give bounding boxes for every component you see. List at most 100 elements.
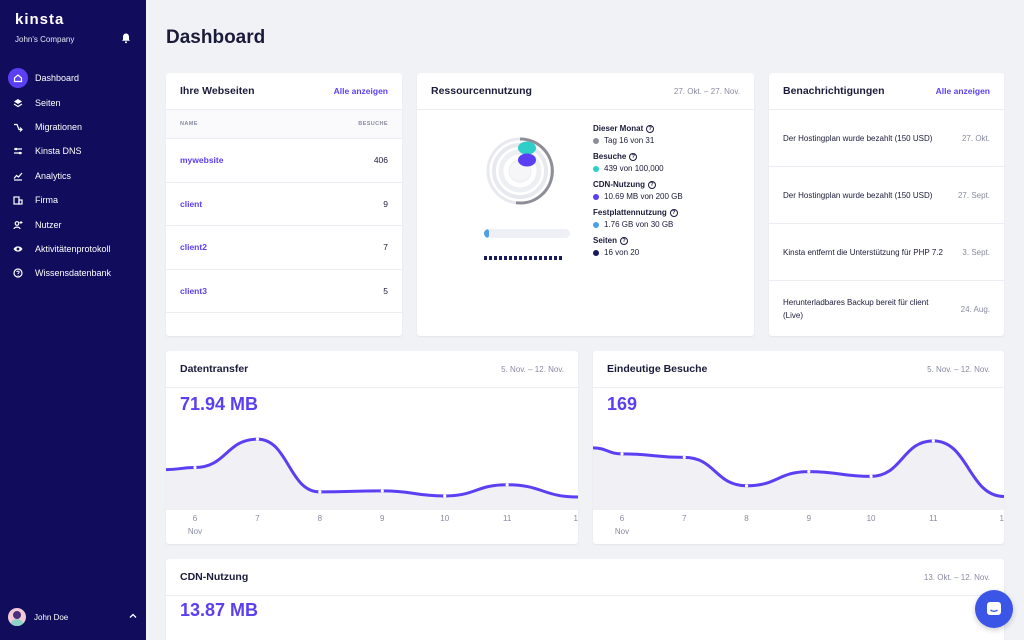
page-usage-segment <box>529 256 532 260</box>
chart-data-point <box>931 439 935 443</box>
resource-value: 16 von 20 <box>604 248 640 257</box>
unique-visits-card-header: Eindeutige Besuche 5. Nov. – 12. Nov. <box>593 351 1004 388</box>
x-tick-label: 7 <box>242 514 272 523</box>
sidebar-item-aktivitaetenprotokoll[interactable]: Aktivitätenprotokoll <box>0 237 146 261</box>
x-tick-label: 9 <box>794 514 824 523</box>
resource-item: Besuche? 439 von 100,000 <box>593 152 683 173</box>
sidebar-item-dashboard[interactable]: Dashboard <box>0 66 146 90</box>
dns-icon <box>8 141 28 161</box>
website-name[interactable]: client3 <box>180 285 207 296</box>
chart-data-point <box>255 437 260 441</box>
migration-icon <box>8 117 28 137</box>
notification-text: Kinsta entfernt die Unterstützung für PH… <box>783 247 943 257</box>
chart-data-point <box>744 484 749 488</box>
tick-value: 7 <box>255 514 260 523</box>
tick-value: 9 <box>380 514 385 523</box>
company-name[interactable]: John's Company <box>15 35 75 44</box>
legend-dot <box>593 137 599 144</box>
cdn-usage-total: 13.87 MB <box>180 600 259 620</box>
help-icon[interactable]: ? <box>629 152 638 161</box>
resource-label: Festplattennutzung <box>593 208 667 217</box>
help-icon[interactable]: ? <box>669 208 678 217</box>
website-name[interactable]: mywebsite <box>180 155 224 166</box>
sidebar-item-seiten[interactable]: Seiten <box>0 90 146 114</box>
x-tick-label: 10 <box>856 514 886 523</box>
notification-item[interactable]: Der Hostingplan wurde bezahlt (150 USD) 2… <box>769 110 1004 167</box>
table-row[interactable]: client3 5 <box>166 270 402 313</box>
kinsta-logo[interactable]: kinsta <box>15 11 65 28</box>
tick-value: 8 <box>317 514 323 523</box>
disk-usage-bar-fill <box>484 229 490 238</box>
resource-item: Dieser Monat? Tag 16 von 31 <box>593 124 683 145</box>
website-name[interactable]: client <box>180 198 203 209</box>
x-tick-label: 6 Nov <box>180 514 210 536</box>
sidebar-item-label: Aktivitätenprotokoll <box>35 243 111 254</box>
notifications-title: Benachrichtigungen <box>783 85 885 97</box>
resource-donut-chart <box>486 137 554 205</box>
websites-card: Ihre Webseiten Alle anzeigen NAME BESUCH… <box>166 73 402 336</box>
page-usage-segment <box>509 256 512 260</box>
resource-label: CDN-Nutzung <box>593 180 645 189</box>
sidebar-item-migrationen[interactable]: Migrationen <box>0 115 146 139</box>
sidebar-item-nutzer[interactable]: Nutzer <box>0 212 146 236</box>
table-row[interactable]: mywebsite 406 <box>166 139 402 183</box>
tick-value: 9 <box>806 514 812 523</box>
chart-data-point <box>318 490 322 494</box>
chat-button[interactable] <box>975 590 1013 628</box>
page-usage-segment <box>554 256 557 260</box>
table-row[interactable]: client2 7 <box>166 226 402 270</box>
page-usage-segment <box>499 256 502 260</box>
tick-value: 10 <box>440 514 450 523</box>
notification-item[interactable]: Herunterladbares Backup bereit für clien… <box>769 281 1004 336</box>
notifications-show-all-link[interactable]: Alle anzeigen <box>935 86 990 96</box>
chart-data-point <box>620 452 624 456</box>
add-user-icon <box>8 215 28 235</box>
bell-icon[interactable] <box>120 32 132 44</box>
page-usage-segment <box>514 256 517 260</box>
x-tick-label: 8 <box>732 514 762 523</box>
x-tick-label: 10 <box>430 514 460 523</box>
resource-item: CDN-Nutzung? 10.69 MB von 200 GB <box>593 180 683 201</box>
sidebar-item-firma[interactable]: Firma <box>0 188 146 212</box>
help-icon[interactable]: ? <box>620 236 629 245</box>
sidebar-item-wissensdatenbank[interactable]: Wissensdatenbank <box>0 261 146 285</box>
website-visits: 5 <box>383 285 388 296</box>
unique-visits-card: Eindeutige Besuche 5. Nov. – 12. Nov. 16… <box>593 351 1004 544</box>
page-usage-segment <box>504 256 507 260</box>
legend-dot <box>593 193 599 200</box>
websites-show-all-link[interactable]: Alle anzeigen <box>333 86 388 96</box>
page-usage-segment <box>494 256 497 260</box>
user-name: John Doe <box>34 612 69 622</box>
sidebar-item-label: Wissensdatenbank <box>35 268 112 279</box>
resource-value: 439 von 100,000 <box>604 164 664 173</box>
tick-value: 10 <box>866 514 876 523</box>
resources-card: Ressourcennutzung 27. Okt. – 27. Nov. Di… <box>417 73 754 336</box>
resource-item: Seiten? 16 von 20 <box>593 236 683 257</box>
sidebar-item-kinsta-dns[interactable]: Kinsta DNS <box>0 139 146 163</box>
notifications-list: Der Hostingplan wurde bezahlt (150 USD) 2… <box>769 110 1004 336</box>
notification-date: 27. Okt. <box>961 133 990 143</box>
sidebar-item-label: Kinsta DNS <box>35 146 82 157</box>
chart-data-point <box>807 470 811 474</box>
help-icon[interactable]: ? <box>647 180 656 189</box>
cdn-usage-title: CDN-Nutzung <box>180 571 249 583</box>
chevron-up-icon[interactable] <box>128 611 138 621</box>
sidebar-item-label: Firma <box>35 195 58 206</box>
chart-data-point <box>443 494 447 498</box>
help-icon[interactable]: ? <box>646 124 655 133</box>
user-menu[interactable]: John Doe <box>8 608 138 626</box>
chart-data-point <box>682 455 686 459</box>
notification-item[interactable]: Kinsta entfernt die Unterstützung für PH… <box>769 224 1004 281</box>
unique-visits-chart[interactable] <box>593 423 1004 510</box>
notification-item[interactable]: Der Hostingplan wurde bezahlt (150 USD) 2… <box>769 167 1004 224</box>
tick-value: 6 <box>619 514 625 523</box>
website-name[interactable]: client2 <box>180 242 207 253</box>
data-transfer-chart[interactable] <box>166 423 578 510</box>
tick-value: 6 <box>192 514 198 523</box>
tick-value: 12 <box>573 514 578 523</box>
table-row[interactable]: client 9 <box>166 183 402 226</box>
tick-value: 11 <box>929 514 938 523</box>
sidebar-item-analytics[interactable]: Analytics <box>0 164 146 188</box>
x-tick-label: 8 <box>305 514 335 523</box>
unique-visits-date-range: 5. Nov. – 12. Nov. <box>927 364 990 374</box>
